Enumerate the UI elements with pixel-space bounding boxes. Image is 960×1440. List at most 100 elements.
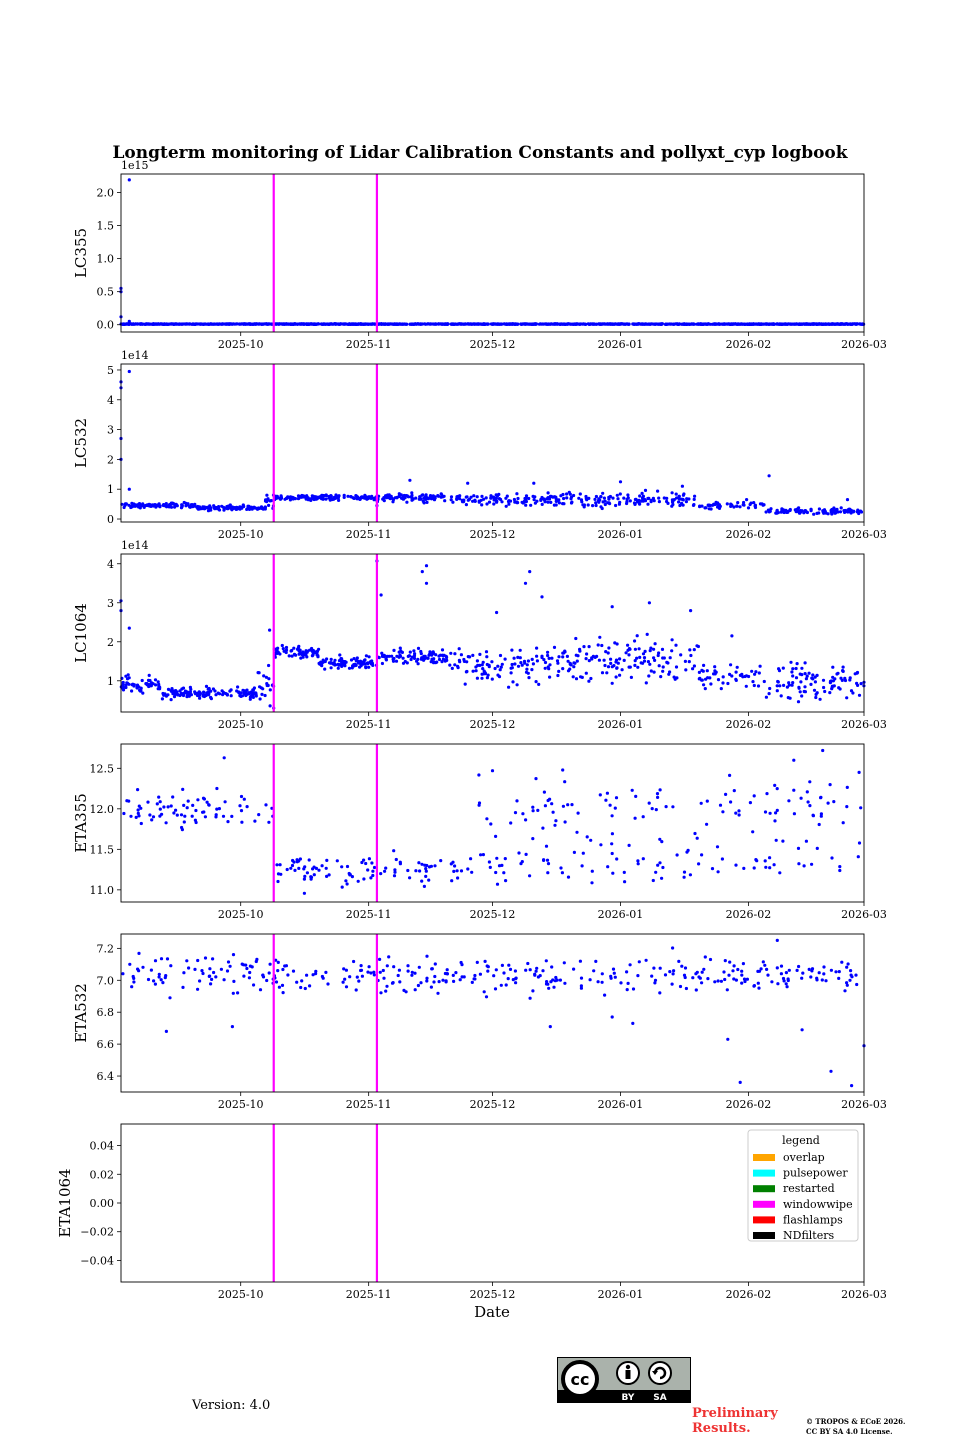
data-point [157,682,161,687]
data-point [190,322,194,326]
data-point [513,969,518,973]
data-point [268,499,272,503]
data-point [284,322,289,326]
data-point [432,660,436,664]
data-point [470,870,474,874]
data-point [211,957,215,961]
data-point [626,643,630,647]
data-point [839,322,843,326]
data-point [773,819,777,823]
data-point [471,322,476,326]
data-point [822,508,827,512]
data-point [821,678,826,682]
data-point [455,495,459,499]
data-point-outlier [610,605,614,609]
data-point [172,811,176,815]
data-point [514,981,518,985]
data-point [439,492,443,496]
data-point [746,506,751,510]
data-point [137,502,142,506]
data-point [646,502,650,506]
data-point [381,968,385,973]
data-point [486,965,490,969]
data-point [504,983,508,987]
x-tick-label: 2026-01 [598,1098,644,1111]
data-point [524,852,528,857]
data-point-outlier [408,478,412,482]
data-point [845,696,849,700]
data-point [171,795,175,799]
data-point [198,979,202,983]
data-point [749,322,754,326]
data-point [179,813,184,817]
data-point [124,685,128,690]
x-tick-label: 2025-12 [470,1288,516,1301]
data-point-outlier [490,769,495,773]
data-point [418,869,422,873]
data-point [789,660,793,664]
data-point [535,659,540,663]
data-point-outlier [730,634,734,638]
data-point [231,506,236,510]
data-point-outlier [164,1029,168,1033]
data-point [518,656,522,660]
data-point [666,661,670,665]
data-point [618,500,622,504]
data-point [543,660,548,665]
data-point [619,981,623,985]
data-point [756,981,760,985]
data-point [181,686,186,690]
data-point [166,805,170,809]
data-point [661,665,665,669]
data-point [832,800,836,804]
data-point [637,498,641,502]
data-point [802,864,806,868]
data-point [303,652,308,656]
data-point-outlier [127,369,131,374]
data-point [587,679,591,683]
data-point [572,967,576,971]
data-point [367,655,371,659]
data-point [618,657,622,661]
data-point [620,668,624,672]
data-point [652,966,656,970]
data-point [502,322,506,326]
data-point [724,792,728,797]
data-point [634,794,638,799]
data-point [554,503,558,507]
data-point [615,666,619,670]
cc-by-label: BY [622,1393,635,1403]
data-point [577,496,581,500]
x-tick-label: 2026-03 [841,1288,887,1301]
data-point [785,685,790,689]
data-point [345,882,349,886]
data-point [468,322,472,326]
data-point [419,981,423,985]
data-point [442,653,446,657]
data-point [613,806,617,810]
data-point [814,695,818,700]
data-point [242,691,246,695]
data-point [696,644,701,649]
y-tick-label: 1 [107,483,114,496]
data-point [292,646,296,650]
data-point [757,986,761,990]
data-point [452,979,456,984]
data-point [175,813,179,817]
data-point [781,839,785,843]
data-point [764,865,768,869]
data-point [719,979,724,983]
data-point [198,322,203,326]
share-alike-icon [648,1361,672,1385]
data-point [590,869,594,873]
cc-sa-label: SA [653,1393,666,1403]
data-point [185,806,189,810]
data-point [496,664,500,668]
data-point [212,970,216,975]
data-point [636,859,640,863]
data-point [520,860,524,864]
cc-license-badge[interactable]: cc BY SA [557,1357,691,1407]
data-point [565,492,569,496]
data-point [124,322,128,326]
data-point [632,322,637,326]
